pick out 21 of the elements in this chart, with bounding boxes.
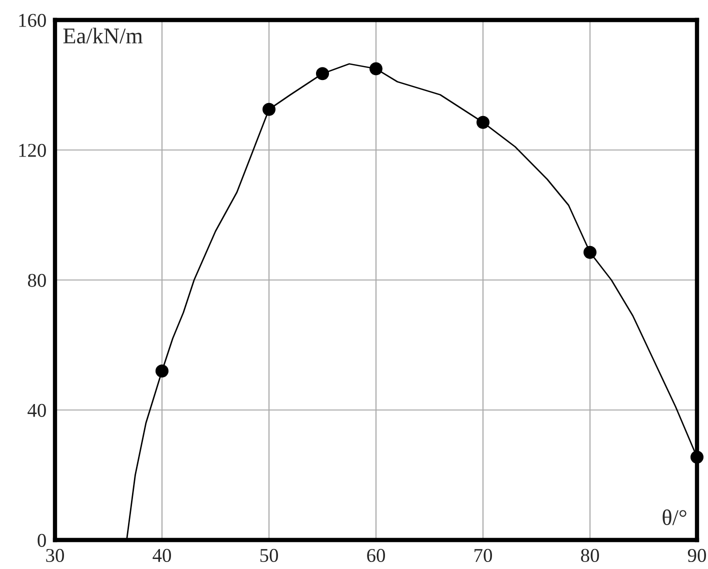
x-tick-label: 50 (260, 548, 278, 562)
point (369, 62, 383, 76)
x-tick-label: 30 (46, 548, 64, 562)
point (155, 364, 169, 378)
y-tick-label: 160 (19, 14, 46, 27)
point (690, 450, 704, 464)
x-tick-label: 60 (367, 548, 385, 562)
x-tick-label: 80 (581, 548, 599, 562)
y-axis-title: Ea/kN/m (63, 28, 143, 44)
y-tick-label: 0 (38, 534, 46, 547)
x-axis-title: θ/° (662, 509, 686, 526)
y-tick-label: 120 (19, 144, 46, 157)
point (316, 67, 330, 80)
y-tick-label: 40 (28, 404, 46, 417)
x-tick-label: 40 (152, 548, 171, 562)
x-tick-label: 70 (474, 548, 492, 562)
point (583, 246, 597, 259)
x-tick-label: 90 (688, 548, 706, 562)
point (476, 116, 490, 129)
y-tick-label: 80 (28, 274, 46, 287)
point (262, 102, 276, 116)
